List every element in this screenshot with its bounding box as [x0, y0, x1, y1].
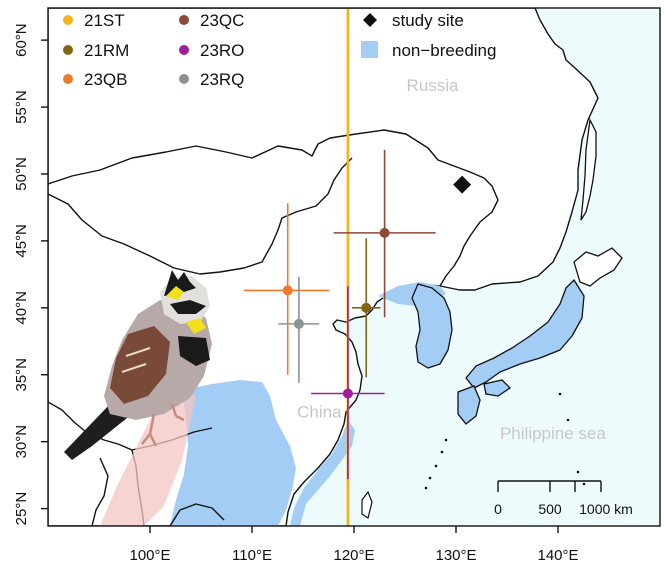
y-tick-label-25: 25°N	[13, 492, 30, 526]
point-21rm[interactable]	[361, 302, 372, 313]
legend-label-21rm: 21RM	[84, 41, 129, 60]
legend-label-23qb: 23QB	[84, 70, 127, 89]
y-tick-label-60: 60°N	[13, 23, 30, 57]
legend-non-breeding-swatch	[361, 41, 378, 58]
x-tick-label-140: 140°E	[537, 547, 578, 564]
y-tick-label-35: 35°N	[13, 358, 30, 392]
bird-breast-patch	[178, 336, 210, 366]
bird-shadow	[100, 380, 196, 526]
legend-label-23rq: 23RQ	[200, 70, 244, 89]
y-tick-label-45: 45°N	[13, 224, 30, 258]
point-23qb[interactable]	[282, 285, 293, 296]
point-23ro[interactable]	[342, 388, 353, 399]
y-tick-label-50: 50°N	[13, 157, 30, 191]
scale-label-0: 0	[494, 501, 502, 517]
scale-label-1000: 1000 km	[579, 501, 633, 517]
sakhalin-island	[580, 117, 597, 221]
taiwan-island	[361, 490, 373, 519]
legend-dot-21st	[63, 15, 73, 25]
x-tick-label-100: 100°E	[129, 547, 170, 564]
ryukyu-islands	[424, 392, 586, 490]
point-23qc[interactable]	[379, 227, 390, 238]
place-label-china: China	[297, 403, 342, 422]
legend-label-21st: 21ST	[84, 11, 125, 30]
bird-tail	[64, 402, 132, 460]
japan-kyushu	[457, 385, 481, 425]
place-label-russia: Russia	[407, 76, 460, 95]
x-tick-label-110: 110°E	[232, 547, 272, 564]
study-site-marker[interactable]	[453, 175, 472, 194]
legend-study-site-icon	[363, 13, 377, 27]
point-23rq[interactable]	[293, 318, 304, 329]
country-borders	[48, 129, 499, 526]
non-breeding-coast	[290, 420, 355, 526]
bird-yellow-throat	[186, 318, 206, 334]
legend-dot-23qb	[63, 74, 73, 84]
non-breeding-china	[170, 380, 296, 526]
legend-label-study-site: study site	[392, 11, 464, 30]
hokkaido-island	[573, 247, 623, 287]
legend-dot-23qc	[179, 15, 189, 25]
bird-illustration	[64, 270, 212, 526]
x-tick-label-120: 120°E	[333, 547, 374, 564]
y-tick-label-55: 55°N	[13, 90, 30, 124]
bird-wing-stripes	[121, 347, 151, 373]
bird-legs	[141, 403, 185, 447]
place-labels: Russia China Philippine sea	[297, 76, 606, 443]
japan-shikoku	[483, 379, 512, 397]
x-tick-label-130: 130°E	[435, 547, 476, 564]
legend-label-23ro: 23RO	[200, 41, 244, 60]
bird-yellow-crown	[166, 286, 184, 300]
legend-dot-23ro	[179, 45, 189, 55]
y-tick-label-30: 30°N	[13, 425, 30, 459]
x-axis: 100°E 110°E 120°E 130°E 140°E	[129, 526, 579, 564]
place-label-philippine-sea: Philippine sea	[500, 424, 606, 443]
bird-crest	[164, 270, 196, 296]
legend-individuals: 21ST 21RM 23QB 23QC 23RO 23RQ	[63, 11, 244, 89]
scale-label-500: 500	[538, 501, 562, 517]
legend-dot-23rq	[179, 74, 189, 84]
legend-label-non-breeding: non−breeding	[392, 41, 496, 60]
korea-peninsula	[411, 283, 453, 369]
legend-features: study site non−breeding	[361, 11, 496, 60]
bird-eye-mask	[170, 300, 206, 314]
location-points	[282, 227, 390, 399]
scale-bar	[497, 480, 602, 492]
y-axis: 25°N 30°N 35°N 40°N 45°N 50°N 55°N 60°N	[13, 23, 48, 525]
legend-label-23qc: 23QC	[200, 11, 244, 30]
legend-dot-21rm	[63, 45, 73, 55]
y-tick-label-40: 40°N	[13, 291, 30, 325]
